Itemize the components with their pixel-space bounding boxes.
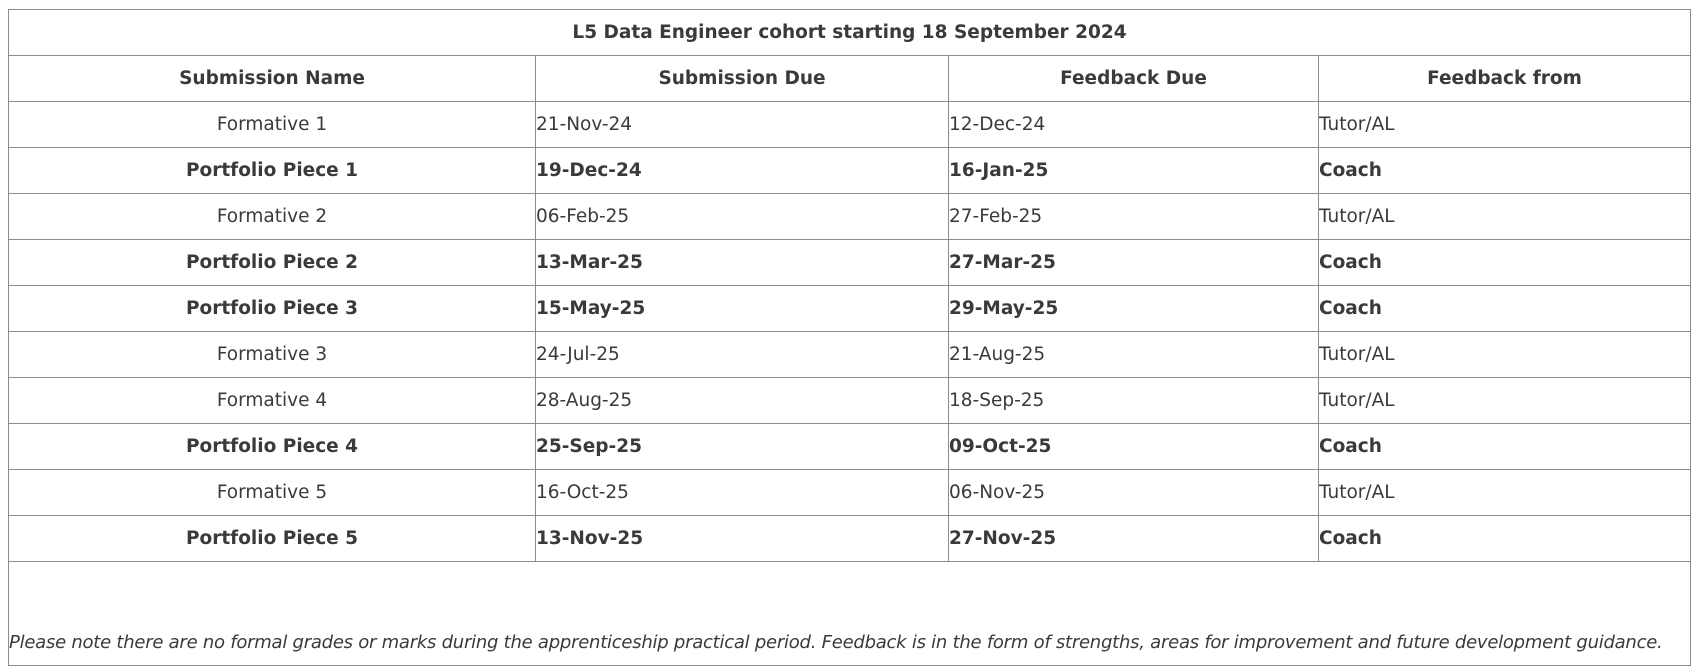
submission-schedule-table: L5 Data Engineer cohort starting 18 Sept… <box>7 9 1692 666</box>
column-header-feedback-due: Feedback Due <box>948 55 1319 102</box>
feedback-from-cell: Tutor/AL <box>1317 101 1692 148</box>
submission-name-cell: Portfolio Piece 5 <box>8 515 536 562</box>
feedback-from-cell: Tutor/AL <box>1317 377 1692 424</box>
table-title: L5 Data Engineer cohort starting 18 Sept… <box>7 9 1692 56</box>
submission-due-cell: 16-Oct-25 <box>535 469 949 516</box>
submission-name-cell: Formative 2 <box>8 193 536 240</box>
note-row: Please note there are no formal grades o… <box>7 561 1692 666</box>
column-header-feedback-from: Feedback from <box>1317 55 1692 102</box>
feedback-due-cell: 21-Aug-25 <box>948 331 1319 378</box>
feedback-from-cell: Coach <box>1317 285 1692 332</box>
submission-name-cell: Portfolio Piece 1 <box>8 147 536 194</box>
column-header-submission-name: Submission Name <box>8 55 536 102</box>
feedback-due-cell: 29-May-25 <box>948 285 1319 332</box>
feedback-due-cell: 18-Sep-25 <box>948 377 1319 424</box>
schedule-container: L5 Data Engineer cohort starting 18 Sept… <box>7 9 1692 666</box>
feedback-due-cell: 06-Nov-25 <box>948 469 1319 516</box>
table-row: Formative 5 16-Oct-25 06-Nov-25 Tutor/AL <box>8 469 1692 516</box>
submission-name-cell: Formative 4 <box>8 377 536 424</box>
submission-name-cell: Portfolio Piece 4 <box>8 423 536 470</box>
header-row: Submission Name Submission Due Feedback … <box>8 55 1692 102</box>
title-row: L5 Data Engineer cohort starting 18 Sept… <box>7 9 1692 56</box>
feedback-due-cell: 27-Feb-25 <box>948 193 1319 240</box>
submission-due-cell: 25-Sep-25 <box>535 423 949 470</box>
feedback-from-cell: Coach <box>1317 239 1692 286</box>
column-header-submission-due: Submission Due <box>535 55 949 102</box>
feedback-due-cell: 27-Nov-25 <box>948 515 1319 562</box>
table-row: Formative 1 21-Nov-24 12-Dec-24 Tutor/AL <box>8 101 1692 148</box>
feedback-from-cell: Tutor/AL <box>1317 469 1692 516</box>
submission-name-cell: Formative 3 <box>8 331 536 378</box>
table-row: Portfolio Piece 4 25-Sep-25 09-Oct-25 Co… <box>8 423 1692 470</box>
feedback-from-cell: Tutor/AL <box>1317 193 1692 240</box>
submission-name-cell: Portfolio Piece 2 <box>8 239 536 286</box>
submission-due-cell: 13-Nov-25 <box>535 515 949 562</box>
submission-name-cell: Portfolio Piece 3 <box>8 285 536 332</box>
feedback-due-cell: 09-Oct-25 <box>948 423 1319 470</box>
feedback-due-cell: 16-Jan-25 <box>948 147 1319 194</box>
submission-due-cell: 28-Aug-25 <box>535 377 949 424</box>
feedback-due-cell: 12-Dec-24 <box>948 101 1319 148</box>
feedback-from-cell: Tutor/AL <box>1317 331 1692 378</box>
submission-due-cell: 06-Feb-25 <box>535 193 949 240</box>
table-row: Portfolio Piece 1 19-Dec-24 16-Jan-25 Co… <box>8 147 1692 194</box>
submission-name-cell: Formative 5 <box>8 469 536 516</box>
submission-due-cell: 21-Nov-24 <box>535 101 949 148</box>
table-row: Formative 2 06-Feb-25 27-Feb-25 Tutor/AL <box>8 193 1692 240</box>
feedback-due-cell: 27-Mar-25 <box>948 239 1319 286</box>
table-row: Formative 4 28-Aug-25 18-Sep-25 Tutor/AL <box>8 377 1692 424</box>
feedback-from-cell: Coach <box>1317 423 1692 470</box>
feedback-from-cell: Coach <box>1317 515 1692 562</box>
table-row: Portfolio Piece 2 13-Mar-25 27-Mar-25 Co… <box>8 239 1692 286</box>
submission-due-cell: 19-Dec-24 <box>535 147 949 194</box>
table-body: L5 Data Engineer cohort starting 18 Sept… <box>7 9 1692 666</box>
feedback-from-cell: Coach <box>1317 147 1692 194</box>
submission-due-cell: 24-Jul-25 <box>535 331 949 378</box>
grading-note: Please note there are no formal grades o… <box>7 561 1692 666</box>
table-row: Portfolio Piece 3 15-May-25 29-May-25 Co… <box>8 285 1692 332</box>
submission-due-cell: 13-Mar-25 <box>535 239 949 286</box>
submission-due-cell: 15-May-25 <box>535 285 949 332</box>
table-row: Formative 3 24-Jul-25 21-Aug-25 Tutor/AL <box>8 331 1692 378</box>
table-row: Portfolio Piece 5 13-Nov-25 27-Nov-25 Co… <box>8 515 1692 562</box>
submission-name-cell: Formative 1 <box>8 101 536 148</box>
